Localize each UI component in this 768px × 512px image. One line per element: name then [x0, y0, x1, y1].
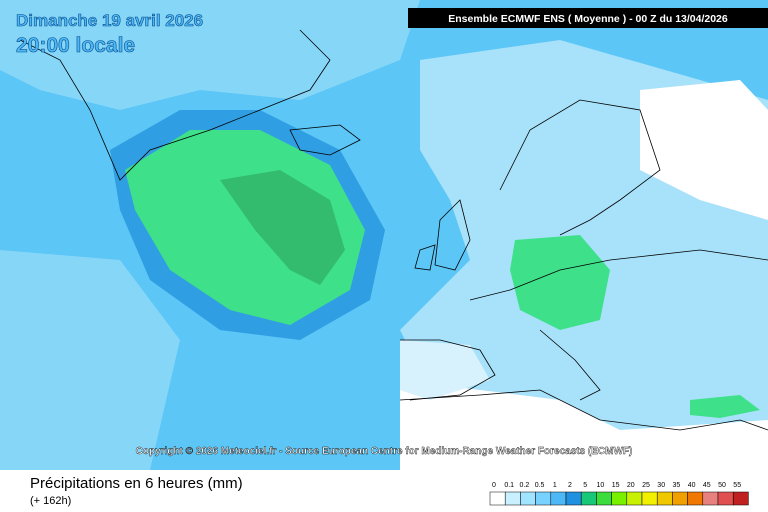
legend-label: 1 [553, 482, 557, 489]
legend-label: 15 [612, 482, 620, 489]
legend-label: 5 [583, 482, 587, 489]
model-run: Ensemble ECMWF ENS ( Moyenne ) - 00 Z du… [448, 13, 728, 25]
coastlines [19, 29, 768, 431]
legend-swatch [489, 491, 506, 506]
legend-label: 25 [642, 482, 650, 489]
land-dry [640, 80, 768, 220]
legend-label: 0.2 [520, 482, 530, 489]
footer-title: Précipitations en 6 heures (mm) [30, 475, 243, 492]
legend-swatch [504, 491, 521, 506]
legend-swatch [717, 491, 734, 506]
date: Dimanche 19 avril 2026 [16, 11, 203, 30]
legend-swatch [580, 491, 597, 506]
time: 20:00 locale [16, 34, 135, 57]
legend-label: 0 [492, 482, 496, 489]
legend-swatch [672, 491, 688, 506]
legend-label: 55 [733, 482, 741, 489]
legend-swatch [611, 491, 628, 506]
legend-swatch [550, 491, 567, 506]
legend-label: 45 [703, 482, 711, 489]
copyright: Copyright © 2026 Meteociel.fr - Source E… [136, 446, 633, 457]
legend-swatch [535, 491, 552, 506]
legend-label: 0.1 [504, 482, 514, 489]
legend-swatch [702, 491, 719, 506]
legend-label: 2 [568, 482, 572, 489]
lead-time: (+ 162h) [30, 495, 71, 507]
legend-label: 50 [718, 482, 726, 489]
legend-label: 35 [673, 482, 681, 489]
legend-label: 30 [657, 482, 665, 489]
precip-green [690, 395, 760, 418]
legend-swatch [641, 491, 658, 506]
legend-label: 0.5 [535, 482, 545, 489]
header-bar [408, 8, 768, 28]
legend-label: 20 [627, 482, 635, 489]
legend-swatch [565, 491, 582, 506]
legend-swatch [687, 491, 704, 506]
legend-swatch [656, 491, 673, 506]
legend-swatch [732, 491, 749, 506]
precip-light [0, 250, 180, 470]
precip-green-dark [220, 170, 345, 285]
legend-swatch [520, 491, 536, 506]
precip-green [510, 235, 610, 330]
legend-swatch [626, 491, 643, 506]
legend: 0 0.1 0.2 0.5 1 2 5 10 15 20 25 30 35 40 45 50 55 [489, 482, 749, 506]
legend-label: 10 [597, 482, 605, 489]
legend-label: 40 [688, 482, 696, 489]
legend-swatch [596, 491, 612, 506]
land-light [400, 340, 490, 400]
land-dry [400, 380, 768, 470]
